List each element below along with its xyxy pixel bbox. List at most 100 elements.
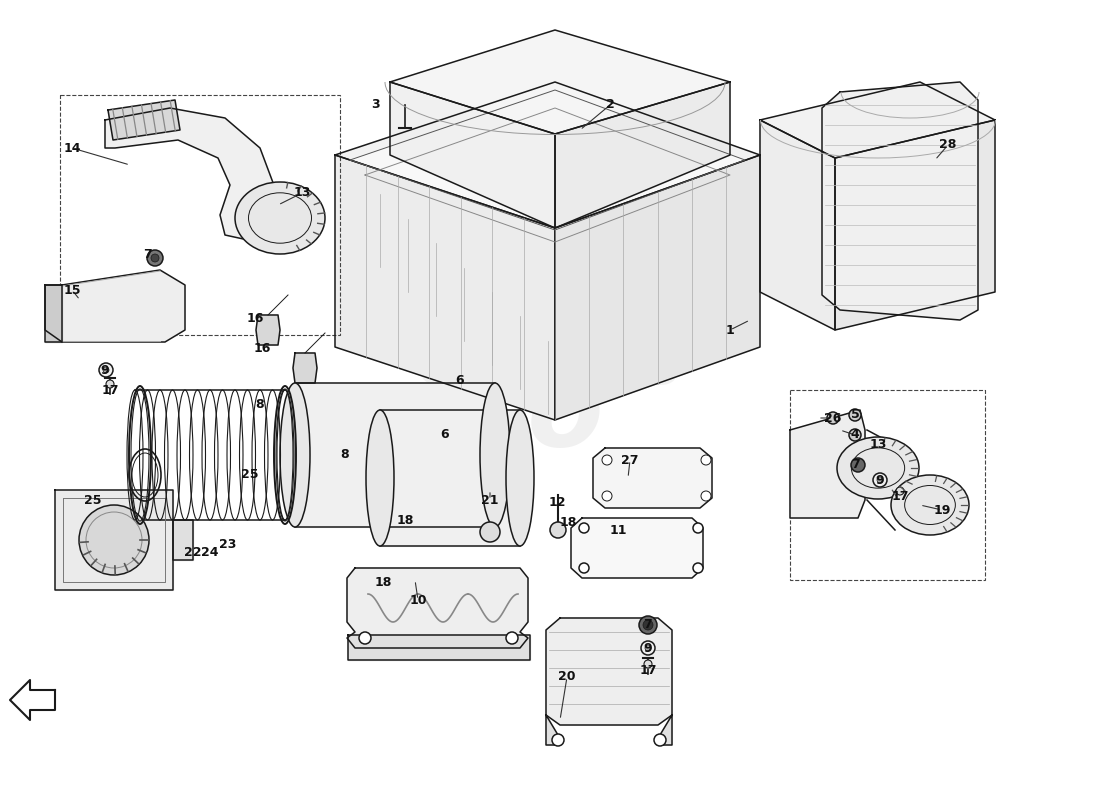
Text: 28: 28 [939, 138, 957, 151]
Circle shape [701, 455, 711, 465]
Text: 21: 21 [482, 494, 498, 506]
Polygon shape [390, 82, 556, 228]
Circle shape [602, 491, 612, 501]
Text: 13: 13 [869, 438, 887, 451]
Polygon shape [45, 270, 185, 342]
Circle shape [873, 473, 887, 487]
Text: 15: 15 [64, 283, 80, 297]
Circle shape [849, 429, 861, 441]
Text: 8: 8 [341, 449, 350, 462]
Circle shape [896, 487, 904, 495]
Circle shape [359, 632, 371, 644]
Text: 9: 9 [644, 642, 652, 654]
Ellipse shape [506, 410, 534, 546]
Circle shape [644, 660, 652, 668]
Polygon shape [760, 120, 835, 330]
Text: 17: 17 [101, 383, 119, 397]
Polygon shape [379, 410, 520, 546]
Polygon shape [256, 315, 280, 345]
Text: 13: 13 [294, 186, 310, 199]
Text: 19: 19 [933, 503, 950, 517]
Circle shape [693, 563, 703, 573]
Polygon shape [822, 82, 978, 320]
Polygon shape [546, 618, 672, 725]
Circle shape [877, 477, 883, 483]
Bar [60, 95, 340, 335]
Text: 17: 17 [891, 490, 909, 503]
Text: 20: 20 [558, 670, 575, 683]
Ellipse shape [280, 383, 310, 527]
Circle shape [552, 734, 564, 746]
Polygon shape [10, 680, 55, 720]
Polygon shape [293, 353, 317, 383]
Text: 2: 2 [606, 98, 615, 111]
Circle shape [579, 563, 588, 573]
Text: 16: 16 [246, 311, 264, 325]
Ellipse shape [837, 437, 918, 499]
Text: 17: 17 [639, 663, 657, 677]
Polygon shape [556, 82, 730, 228]
Text: 4: 4 [850, 429, 859, 442]
Polygon shape [660, 715, 672, 745]
Circle shape [851, 458, 865, 472]
Circle shape [641, 641, 654, 655]
Polygon shape [350, 90, 745, 230]
Polygon shape [346, 568, 528, 648]
Polygon shape [760, 82, 996, 158]
Text: 25: 25 [85, 494, 101, 506]
Polygon shape [45, 285, 62, 342]
Ellipse shape [891, 475, 969, 535]
Polygon shape [546, 715, 558, 745]
Circle shape [106, 380, 114, 388]
Circle shape [506, 632, 518, 644]
Polygon shape [173, 520, 192, 560]
Circle shape [701, 491, 711, 501]
Circle shape [79, 505, 148, 575]
Text: 6: 6 [455, 374, 464, 386]
Text: 8: 8 [255, 398, 264, 411]
Circle shape [602, 455, 612, 465]
Text: 24: 24 [201, 546, 219, 558]
Circle shape [849, 409, 861, 421]
Text: 16: 16 [253, 342, 271, 354]
Text: 7: 7 [644, 618, 652, 631]
Text: 10: 10 [409, 594, 427, 606]
Circle shape [654, 734, 666, 746]
Circle shape [693, 523, 703, 533]
Text: 3: 3 [371, 98, 380, 111]
Text: euro: euro [319, 362, 605, 470]
Text: a passion for service: a passion for service [362, 290, 650, 318]
Text: carparts: carparts [419, 341, 681, 395]
Text: 22: 22 [185, 546, 201, 558]
Ellipse shape [366, 410, 394, 546]
Circle shape [151, 254, 160, 262]
Polygon shape [336, 82, 760, 228]
Polygon shape [790, 410, 865, 518]
Text: 1: 1 [726, 323, 735, 337]
Polygon shape [571, 518, 703, 578]
Text: 6: 6 [441, 429, 449, 442]
Circle shape [827, 412, 839, 424]
Circle shape [147, 250, 163, 266]
Polygon shape [348, 635, 530, 660]
Text: 26: 26 [824, 411, 842, 425]
Text: 5: 5 [850, 409, 859, 422]
Text: 14: 14 [64, 142, 80, 154]
Text: 11: 11 [609, 523, 627, 537]
Polygon shape [108, 100, 180, 140]
Circle shape [550, 522, 566, 538]
Circle shape [99, 363, 113, 377]
Ellipse shape [235, 182, 324, 254]
Text: 25: 25 [241, 469, 258, 482]
Circle shape [639, 616, 657, 634]
Bar [790, 390, 984, 580]
Polygon shape [593, 448, 712, 508]
Text: 18: 18 [396, 514, 414, 526]
Circle shape [644, 620, 653, 630]
Text: 23: 23 [219, 538, 236, 551]
Text: 7: 7 [850, 458, 859, 471]
Text: 9: 9 [876, 474, 884, 486]
Polygon shape [835, 120, 996, 330]
Polygon shape [336, 155, 556, 420]
Text: 27: 27 [621, 454, 639, 466]
